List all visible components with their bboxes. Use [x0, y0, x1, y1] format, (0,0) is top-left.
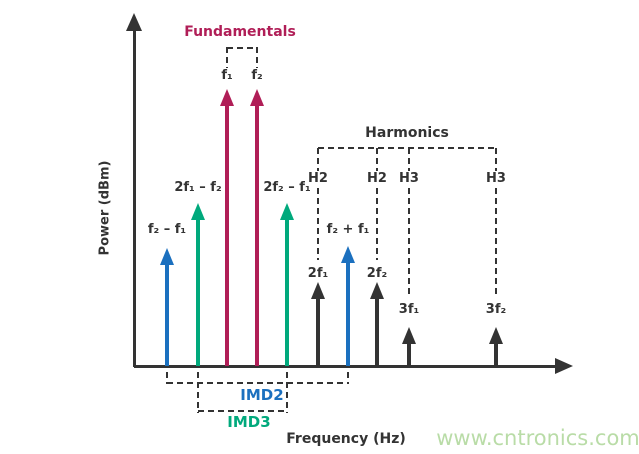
arrow-head-icon: [160, 248, 174, 265]
label-2f1-minus-f2: 2f₁ – f₂: [174, 180, 222, 195]
arrow-shaft: [494, 342, 498, 366]
arrow-shaft: [196, 218, 200, 366]
fundamentals-title: Fundamentals: [184, 24, 296, 40]
y-axis: [133, 28, 136, 367]
fundamentals-bracket-top: [227, 47, 258, 49]
harmonics-drop-2f1: [317, 148, 319, 260]
arrow-head-icon: [341, 246, 355, 263]
arrow-shaft: [346, 261, 350, 366]
arrow-head-icon: [250, 89, 264, 106]
imd3-tick-left: [197, 372, 199, 413]
arrow-head-icon: [220, 89, 234, 106]
arrow-shaft: [407, 342, 411, 366]
label-3f2: 3f₂: [482, 302, 510, 317]
harmonics-drop-2f2: [376, 148, 378, 260]
imd3-tick-right: [286, 372, 288, 413]
arrow-shaft: [285, 218, 289, 366]
arrow-head-icon: [191, 203, 205, 220]
x-axis: [134, 365, 558, 368]
arrow-shaft: [316, 297, 320, 366]
fundamentals-bracket-right: [256, 47, 258, 68]
marker-h3-second: H3: [483, 171, 509, 186]
label-f1: f₁: [221, 68, 233, 83]
x-axis-label: Frequency (Hz): [286, 431, 406, 447]
imd2-bracket-bottom: [167, 382, 349, 384]
arrow-head-icon: [280, 203, 294, 220]
x-axis-arrowhead-icon: [555, 358, 573, 374]
imd3-bracket-bottom: [198, 410, 288, 412]
label-f2-plus-f1: f₂ + f₁: [326, 222, 370, 237]
imd2-tick-left: [166, 372, 168, 384]
y-axis-label: Power (dBm): [97, 160, 113, 256]
arrow-shaft: [255, 104, 259, 366]
arrow-head-icon: [370, 282, 384, 299]
label-f2: f₂: [251, 68, 263, 83]
watermark: www.cntronics.com: [436, 426, 639, 450]
y-axis-arrowhead-icon: [126, 13, 142, 31]
label-2f1: 2f₁: [304, 266, 332, 281]
imd2-tick-right: [347, 372, 349, 384]
label-2f2: 2f₂: [363, 266, 391, 281]
fundamentals-bracket-left: [226, 47, 228, 68]
label-f2-minus-f1: f₂ – f₁: [147, 222, 187, 237]
marker-h2-first: H2: [305, 171, 331, 186]
arrow-shaft: [165, 263, 169, 366]
arrow-head-icon: [311, 282, 325, 299]
label-3f1: 3f₁: [395, 302, 423, 317]
arrow-shaft: [375, 297, 379, 366]
arrow-head-icon: [489, 327, 503, 344]
arrow-head-icon: [402, 327, 416, 344]
harmonics-drop-3f2: [495, 148, 497, 295]
marker-h2-second: H2: [364, 171, 390, 186]
marker-h3-first: H3: [396, 171, 422, 186]
imd3-title: IMD3: [227, 413, 271, 431]
imd2-title: IMD2: [240, 386, 284, 404]
label-2f2-minus-f1: 2f₂ – f₁: [263, 180, 311, 195]
harmonics-title: Harmonics: [365, 125, 449, 141]
arrow-shaft: [225, 104, 229, 366]
harmonics-drop-3f1: [408, 148, 410, 295]
